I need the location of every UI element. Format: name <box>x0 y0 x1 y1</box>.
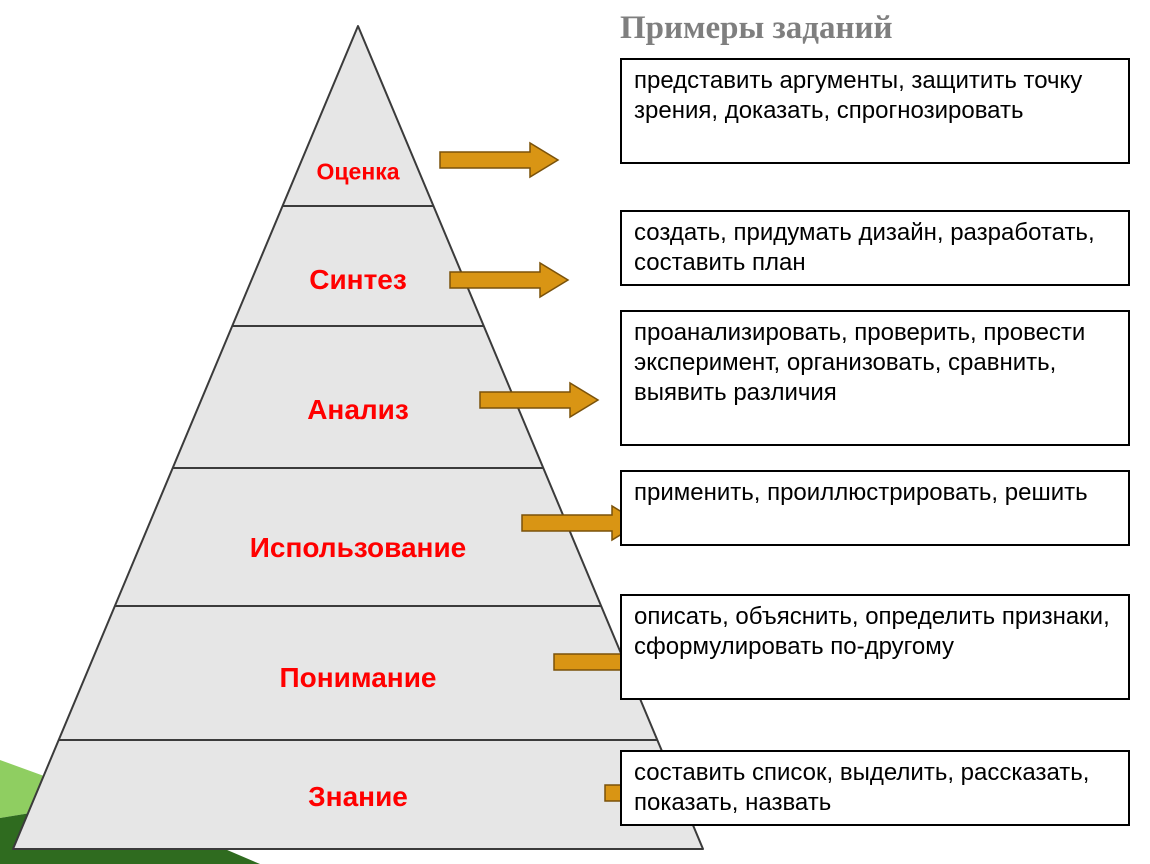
pyramid-level-label-5: Знание <box>308 781 408 813</box>
task-text-3: применить, проиллюстрировать, решить <box>634 478 1088 508</box>
diagram-stage: Примеры заданий Оценка Синтез Анализ Исполь… <box>0 0 1150 864</box>
task-cell-4: описать, объяснить, определить признаки,… <box>620 594 1130 700</box>
task-text-1: создать, придумать дизайн, разработать, … <box>634 218 1118 278</box>
page-title: Примеры заданий <box>620 10 893 47</box>
task-cell-5: составить список, выделить, рассказать, … <box>620 750 1130 826</box>
task-text-4: описать, объяснить, определить признаки,… <box>634 602 1118 662</box>
task-cell-1: создать, придумать дизайн, разработать, … <box>620 210 1130 286</box>
task-cell-0: представить аргументы, защитить точку зр… <box>620 58 1130 164</box>
task-text-0: представить аргументы, защитить точку зр… <box>634 66 1118 126</box>
task-cell-2: проанализировать, проверить, провести эк… <box>620 310 1130 446</box>
pyramid-level-label-1: Синтез <box>309 264 407 296</box>
arrow-0 <box>440 143 558 177</box>
pyramid-level-label-0: Оценка <box>316 159 399 186</box>
task-text-2: проанализировать, проверить, провести эк… <box>634 318 1118 408</box>
pyramid-level-label-3: Использование <box>250 532 466 564</box>
task-text-5: составить список, выделить, рассказать, … <box>634 758 1118 818</box>
pyramid-level-label-2: Анализ <box>307 394 409 426</box>
task-cell-3: применить, проиллюстрировать, решить <box>620 470 1130 546</box>
pyramid-triangle <box>13 26 703 849</box>
pyramid-level-label-4: Понимание <box>280 662 437 694</box>
